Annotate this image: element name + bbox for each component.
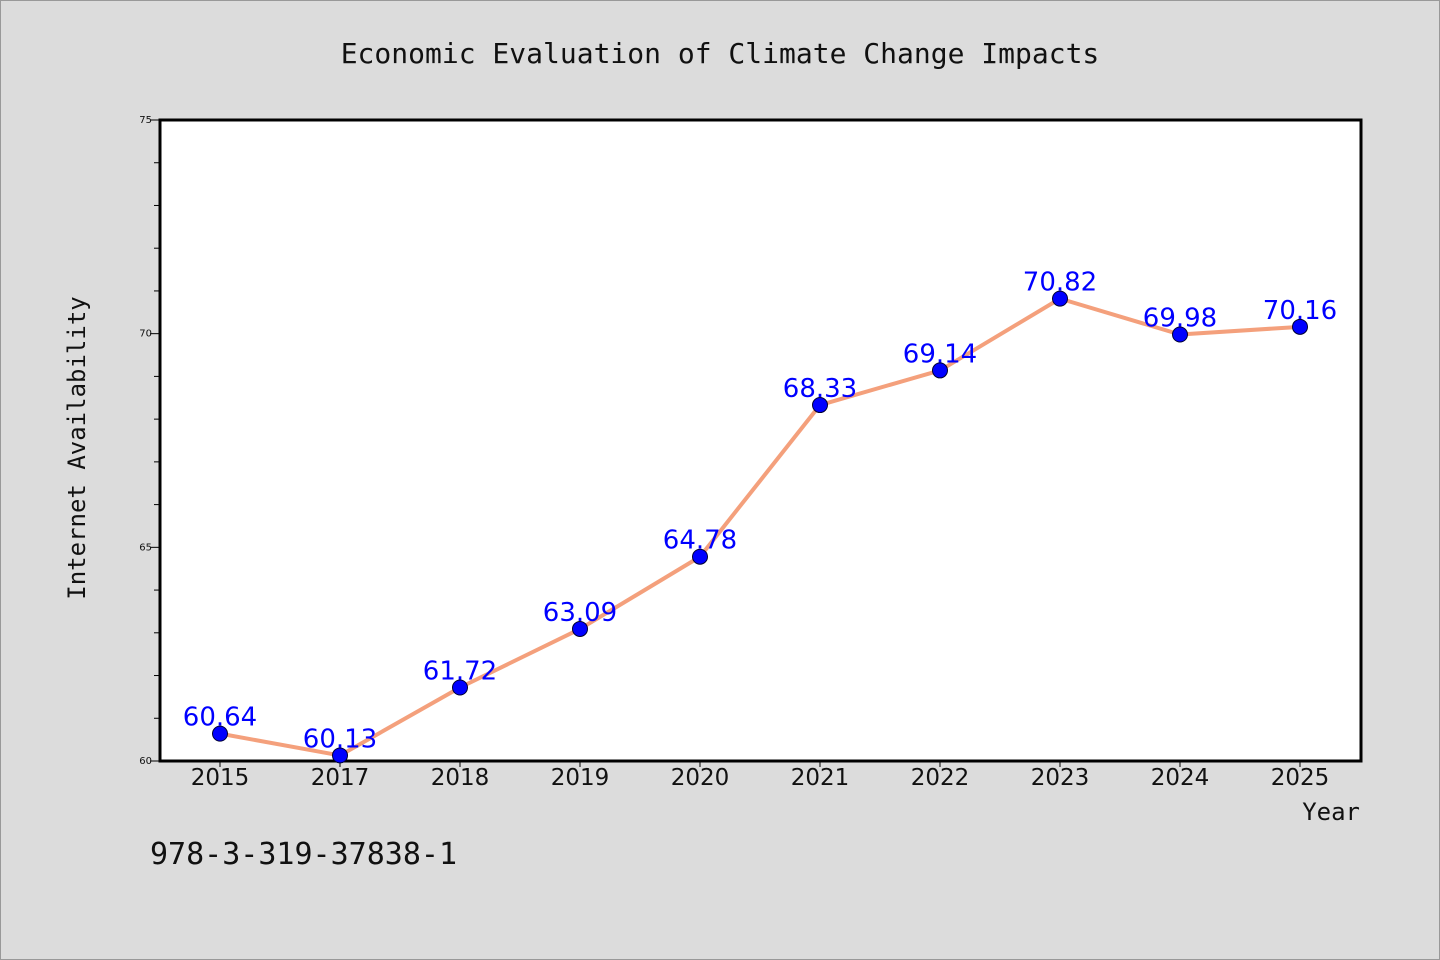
data-point [692, 548, 708, 565]
data-point [332, 747, 348, 764]
data-point [572, 620, 588, 637]
data-label: 64.78 [663, 526, 737, 556]
x-tick-label: 2022 [911, 765, 970, 791]
y-axis-label: Internet Availability [63, 296, 91, 599]
data-label: 61.72 [423, 656, 497, 686]
x-tick-label: 2015 [191, 765, 250, 791]
data-label: 63.09 [543, 598, 617, 628]
y-axis: 60 65 70 75 [139, 115, 160, 767]
y-tick-label: 70 [139, 329, 152, 340]
y-tick-label: 65 [139, 542, 152, 553]
x-tick-label: 2018 [431, 765, 490, 791]
data-label: 60.64 [183, 703, 257, 733]
x-tick-label: 2025 [1271, 765, 1330, 791]
x-axis-label: Year [1302, 798, 1360, 826]
data-point [212, 725, 228, 742]
footnote-text: 978-3-319-37838-1 [150, 837, 457, 872]
data-point [812, 397, 828, 414]
data-point [1172, 326, 1188, 343]
data-point [1052, 290, 1068, 307]
data-label: 68.33 [783, 374, 857, 404]
data-label: 69.14 [903, 339, 977, 369]
x-tick-label: 2023 [1031, 765, 1090, 791]
data-label: 60.13 [303, 724, 377, 754]
x-tick-label: 2019 [551, 765, 610, 791]
plot-area [158, 118, 1363, 763]
x-tick-label: 2017 [311, 765, 370, 791]
chart-title: Economic Evaluation of Climate Change Im… [341, 37, 1100, 70]
x-tick-label: 2020 [671, 765, 730, 791]
data-label: 70.16 [1263, 296, 1337, 326]
x-tick-label: 2021 [791, 765, 850, 791]
data-point [452, 679, 468, 696]
x-tick-label: 2024 [1151, 765, 1210, 791]
y-tick-label: 60 [139, 756, 152, 767]
data-label: 70.82 [1023, 268, 1097, 298]
series-line [218, 296, 1302, 758]
y-tick-label: 75 [139, 115, 152, 126]
series-group [212, 290, 1308, 764]
data-point [1292, 318, 1308, 335]
x-axis: 2015 2017 2018 2019 2020 2021 2022 2023 2024 2025 [191, 761, 1330, 791]
data-point [932, 362, 948, 379]
data-label: 69.98 [1143, 304, 1217, 334]
data-labels: 60.64 60.13 61.72 63.09 64.78 68.33 69.14 70.82… [183, 268, 1337, 755]
